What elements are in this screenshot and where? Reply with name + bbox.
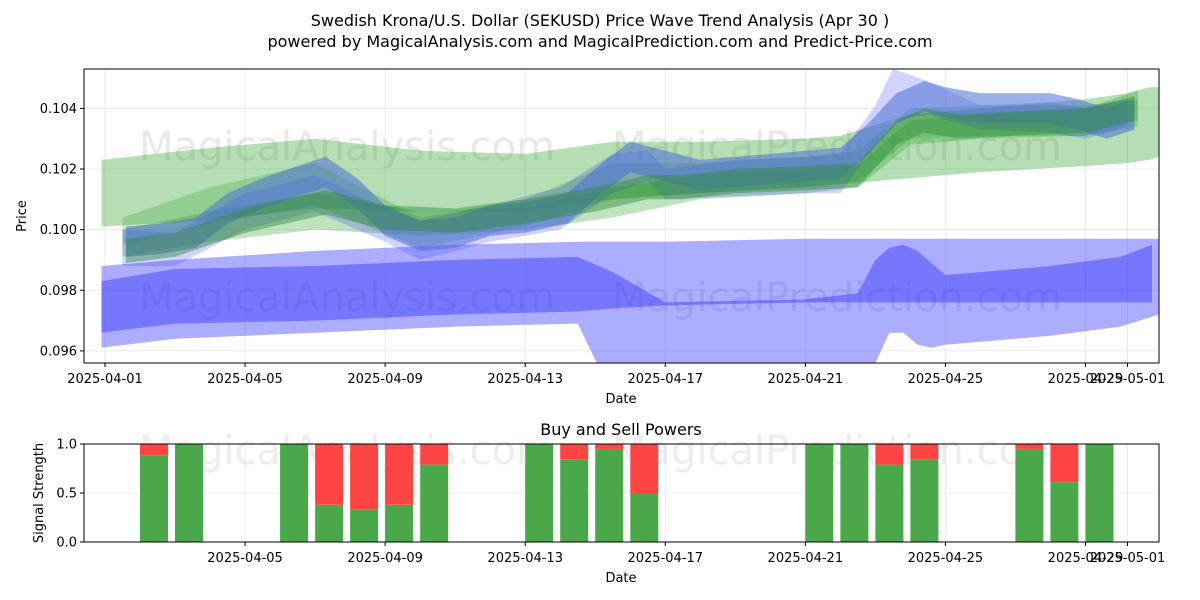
buy-power-bar (840, 444, 869, 542)
price-y-tick-label: 0.102 (40, 163, 77, 178)
price-x-tick-label: 2025-04-29 (1048, 372, 1124, 387)
signal-y-tick-label: 0.5 (56, 487, 77, 502)
buy-power-bar (1015, 448, 1044, 542)
signal-x-axis-label: Date (605, 571, 636, 586)
sell-power-bar (1050, 444, 1079, 483)
price-y-axis-label: Price (15, 200, 30, 232)
sell-power-bar (910, 444, 939, 460)
buy-power-bar (385, 504, 414, 542)
buy-power-bar (1050, 482, 1079, 542)
sell-power-bar (875, 444, 904, 465)
signal-plot: Buy and Sell Powers MagicalAnalysis.com … (32, 420, 1165, 586)
blue-lower-band (101, 238, 1159, 363)
sell-power-bar (350, 444, 379, 510)
price-x-tick-label: 2025-05-01 (1090, 372, 1166, 387)
blue-main-band (101, 244, 1152, 333)
signal-x-tick-label: 2025-04-05 (207, 551, 283, 566)
signal-x-tick-label: 2025-04-21 (768, 551, 844, 566)
price-x-tick-label: 2025-04-01 (67, 372, 143, 387)
buy-power-bar (140, 455, 168, 542)
signal-bars (140, 444, 1114, 542)
sell-power-bar (1015, 444, 1044, 449)
watermark-analysis-top: MagicalAnalysis.com (139, 124, 555, 170)
price-y-tick-label: 0.104 (40, 102, 77, 117)
signal-y-axis-label: Signal Strength (32, 443, 47, 543)
price-x-tick-label: 2025-04-21 (768, 372, 844, 387)
blue-wave (126, 81, 1135, 257)
price-x-tick-label: 2025-04-13 (487, 372, 563, 387)
price-plot: MagicalAnalysis.com MagicalPrediction.co… (15, 68, 1165, 407)
buy-power-bar (315, 504, 344, 542)
signal-y-tick-label: 1.0 (56, 438, 77, 453)
price-x-tick-label: 2025-04-25 (908, 372, 984, 387)
price-y-ticks: 0.096 0.098 0.100 0.102 0.104 (40, 102, 84, 359)
chart-title-line1: Swedish Krona/U.S. Dollar (SEKUSD) Price… (311, 11, 889, 30)
price-x-tick-label: 2025-04-05 (207, 372, 283, 387)
buy-power-bar (1085, 444, 1114, 542)
sell-power-bar (315, 444, 344, 505)
signal-y-ticks: 0.0 0.5 1.0 (56, 438, 84, 551)
signal-x-tick-label: 2025-04-29 (1048, 551, 1124, 566)
signal-y-tick-label: 0.0 (56, 536, 77, 551)
buy-power-bar (560, 459, 589, 542)
signal-x-tick-label: 2025-04-17 (627, 551, 703, 566)
buy-power-bar (420, 464, 449, 542)
price-y-tick-label: 0.100 (40, 223, 77, 238)
signal-x-tick-label: 2025-04-09 (347, 551, 423, 566)
buy-power-bar (630, 493, 659, 542)
buy-power-bar (805, 444, 834, 542)
price-x-tick-label: 2025-04-17 (627, 372, 703, 387)
price-y-tick-label: 0.096 (40, 344, 77, 359)
sell-power-bar (630, 444, 659, 493)
signal-title: Buy and Sell Powers (540, 420, 702, 439)
sell-power-bar (420, 444, 449, 465)
signal-x-ticks: 2025-04-05 2025-04-09 2025-04-13 2025-04-17… (207, 542, 1165, 566)
price-plot-frame (83, 68, 1160, 364)
watermark-prediction-bottom: MagicalPrediction.com (612, 428, 1062, 474)
price-x-axis-label: Date (605, 392, 636, 407)
buy-power-bar (350, 509, 379, 542)
sell-power-bar (385, 444, 414, 505)
price-x-ticks: 2025-04-01 2025-04-05 2025-04-09 2025-04-13… (67, 363, 1165, 387)
watermark-prediction-mid: MagicalPrediction.com (612, 275, 1062, 321)
green-wave (126, 96, 1135, 263)
signal-x-tick-label: 2025-04-13 (487, 551, 563, 566)
sell-power-bar (560, 444, 589, 460)
sell-power-bar (140, 444, 168, 456)
signal-x-tick-label: 2025-05-01 (1090, 551, 1166, 566)
signal-x-tick-label: 2025-04-25 (908, 551, 984, 566)
buy-power-bar (595, 448, 624, 542)
chart-title-line2: powered by MagicalAnalysis.com and Magic… (267, 32, 932, 51)
buy-power-bar (175, 444, 203, 542)
sell-power-bar (595, 444, 624, 449)
buy-power-bar (910, 459, 939, 542)
price-watermarks: MagicalAnalysis.com MagicalPrediction.co… (139, 124, 1062, 321)
buy-power-bar (525, 444, 554, 542)
buy-power-bar (875, 464, 904, 542)
watermark-analysis-bottom: MagicalAnalysis.com (139, 428, 555, 474)
price-y-tick-label: 0.098 (40, 284, 77, 299)
watermark-analysis-mid: MagicalAnalysis.com (139, 275, 555, 321)
buy-power-bar (280, 444, 309, 542)
price-waves (126, 81, 1135, 263)
price-x-tick-label: 2025-04-09 (347, 372, 423, 387)
